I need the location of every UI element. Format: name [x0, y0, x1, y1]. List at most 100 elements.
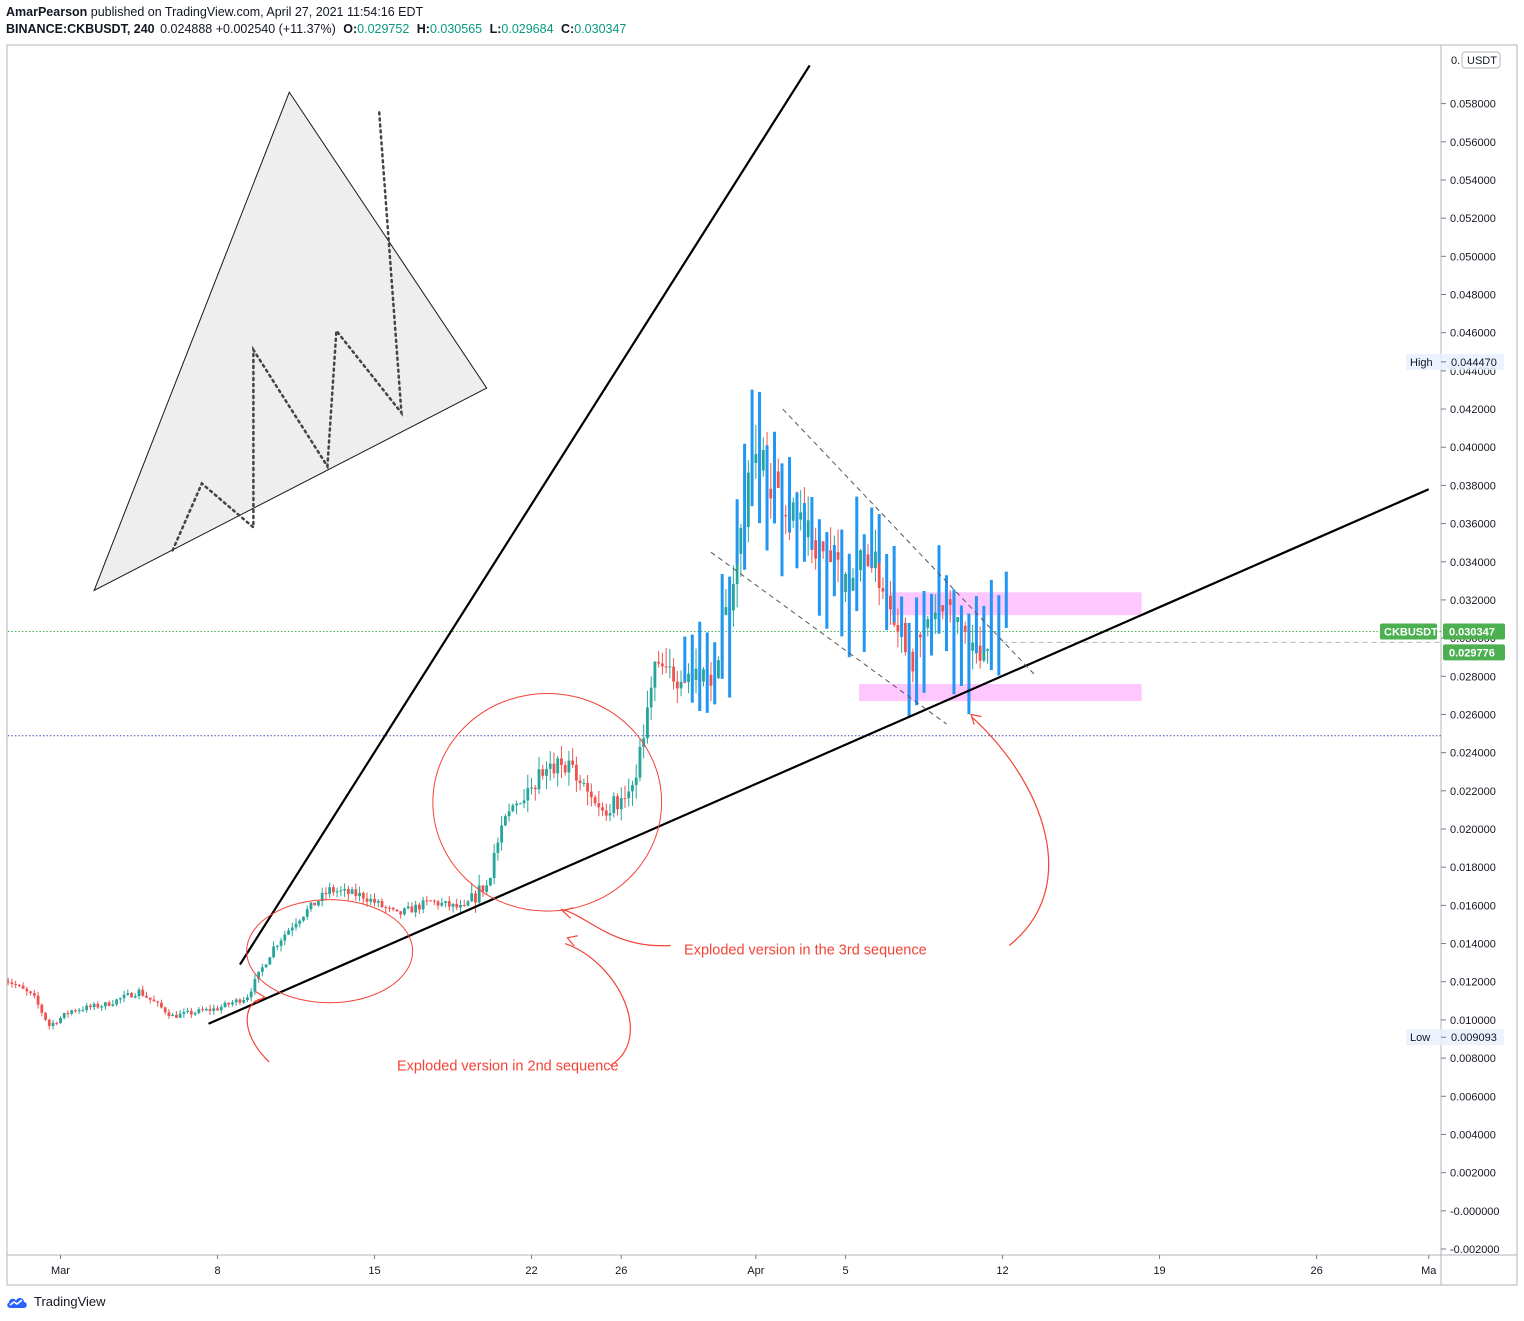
candle-body — [227, 1002, 231, 1005]
candle-body — [889, 595, 892, 610]
candle-body — [249, 991, 253, 998]
projection-bar — [900, 596, 904, 638]
time-tick-label: 8 — [214, 1265, 220, 1277]
annotation-text: Exploded version in 2nd sequence — [397, 1059, 619, 1075]
high-label: H: — [416, 22, 430, 36]
candle-body — [21, 985, 25, 989]
price-tick-label: 0.016000 — [1450, 900, 1496, 912]
price-tick-label: 0.040000 — [1450, 442, 1496, 454]
time-tick-label: 5 — [842, 1265, 848, 1277]
candle-body — [896, 624, 900, 632]
projection-bar — [974, 596, 978, 654]
price-tick-label: 0.038000 — [1450, 480, 1496, 492]
symbol-tag-bg — [1380, 623, 1437, 640]
annotation-arrow — [560, 908, 671, 947]
candle-body — [122, 994, 126, 999]
projection-bar — [937, 545, 941, 634]
price-zone — [890, 592, 1142, 616]
projection-bar — [982, 605, 986, 652]
candle-body — [350, 889, 354, 894]
candle-body — [732, 584, 735, 611]
candle-body — [346, 888, 350, 894]
symbol-label[interactable]: BINANCE:CKBUSDT, 240 — [6, 22, 155, 36]
candle-body — [7, 981, 10, 983]
price-tick-label: 0.052000 — [1450, 213, 1496, 225]
projection-bar — [959, 605, 963, 686]
candle-body — [574, 764, 578, 781]
price-tick-label: 0.050000 — [1450, 251, 1496, 263]
price-axis: 0.058000 0.056000 0.054000 0.052000 0.050000… — [1441, 51, 1501, 1256]
price-tick-label: 0.004000 — [1450, 1129, 1496, 1141]
price-tick-label: 0.020000 — [1450, 824, 1496, 836]
candle-body — [776, 471, 780, 489]
high-value: 0.030565 — [429, 22, 483, 36]
projection-bar — [817, 519, 821, 616]
projection-bar — [825, 532, 829, 629]
candle-body — [612, 796, 616, 814]
candle-body — [335, 891, 339, 893]
author-name[interactable]: AmarPearson — [6, 5, 88, 19]
candle-body — [735, 553, 739, 585]
projection-bar — [892, 545, 896, 623]
candle-body — [556, 758, 560, 774]
candle-body — [709, 674, 713, 686]
candle-body — [653, 661, 657, 688]
candle-body — [118, 998, 122, 1000]
projection-bar — [944, 575, 948, 652]
candle-body — [145, 995, 148, 998]
candle-body — [631, 784, 634, 792]
candle-body — [406, 906, 410, 909]
candle-body — [533, 787, 537, 790]
projection-bar — [787, 457, 791, 533]
time-tick-label: 26 — [1310, 1265, 1322, 1277]
price-label-low: Low 0.009093 — [1406, 1029, 1504, 1046]
candle-body — [234, 999, 238, 1003]
projection-bar — [832, 545, 836, 597]
candle-body — [17, 984, 21, 986]
candle-body — [137, 989, 141, 997]
candle-body — [604, 810, 608, 816]
candle-body — [933, 612, 937, 620]
arrow-head — [561, 907, 574, 919]
open-label: O: — [343, 22, 358, 36]
price-tick-label: 0.042000 — [1450, 404, 1496, 416]
candle-body — [399, 911, 403, 915]
last-price-tag-bg — [1443, 623, 1505, 640]
candle-body — [978, 645, 982, 661]
candle-body — [414, 904, 418, 913]
candle-body — [152, 999, 156, 1002]
price-tick-label: 0.008000 — [1450, 1053, 1496, 1065]
price-tick-label: 0.006000 — [1450, 1091, 1496, 1103]
candle-body — [182, 1011, 186, 1014]
price-tick-label: -0.000000 — [1450, 1206, 1500, 1218]
projection-bar — [922, 591, 926, 693]
projection-bar — [758, 391, 762, 524]
candle-body — [130, 993, 133, 998]
candle-body — [302, 916, 305, 921]
candle-body — [141, 989, 145, 996]
candle-body — [447, 901, 451, 907]
candle-body — [231, 1002, 234, 1005]
candle-body — [81, 1010, 85, 1012]
candle-body — [582, 782, 586, 784]
candle-body — [522, 800, 526, 804]
candle-body — [526, 788, 530, 801]
candle-body — [283, 934, 287, 941]
currency-label: USDT — [1467, 55, 1497, 67]
candle-body — [432, 900, 436, 902]
candle-body — [272, 946, 275, 958]
candle-body — [619, 798, 623, 810]
candle-body — [657, 661, 661, 664]
price-tick-label: -0.002000 — [1450, 1244, 1500, 1256]
candle-body — [829, 550, 832, 563]
symbol-tag-text: CKBUSDT — [1384, 626, 1438, 638]
candle-body — [638, 746, 642, 778]
candle-body — [70, 1010, 74, 1014]
tradingview-logo[interactable]: TradingView — [6, 1294, 106, 1309]
candle-body — [851, 577, 855, 591]
candle-body — [156, 1001, 160, 1003]
candle-body — [365, 898, 369, 902]
arrow-head — [970, 713, 982, 725]
candle-body — [197, 1009, 201, 1013]
